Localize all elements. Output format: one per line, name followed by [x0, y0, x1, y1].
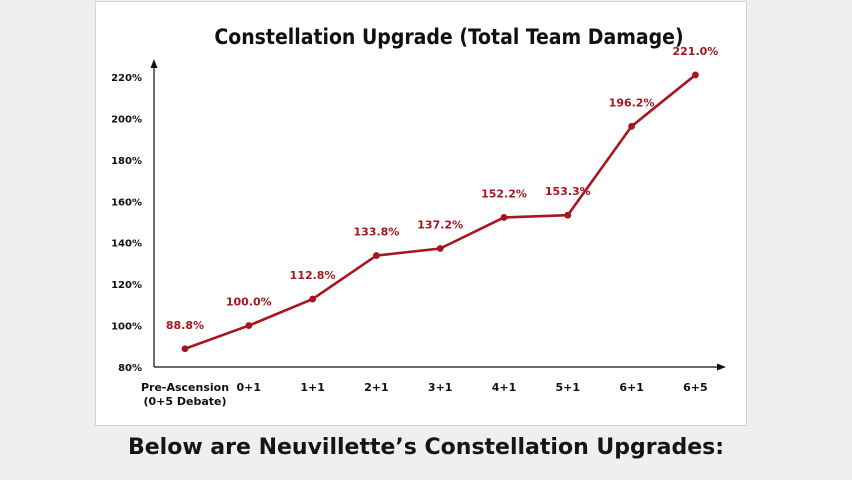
data-label: 133.8%: [353, 226, 399, 239]
x-tick-label: 4+1: [492, 381, 517, 394]
x-tick-label: (0+5 Debate): [143, 395, 226, 408]
data-label: 112.8%: [290, 269, 336, 282]
y-tick-label: 220%: [111, 73, 142, 84]
x-tick-label: 6+5: [683, 381, 708, 394]
data-label: 137.2%: [417, 219, 463, 232]
data-point: [564, 211, 572, 219]
y-tick-label: 120%: [111, 280, 142, 291]
x-tick-label: Pre-Ascension: [141, 381, 229, 394]
data-point: [692, 71, 699, 79]
data-point: [628, 122, 635, 130]
data-label: 100.0%: [226, 296, 272, 309]
x-tick-label: 6+1: [619, 381, 644, 394]
data-label: 221.0%: [672, 45, 718, 58]
watermark: [706, 22, 832, 40]
data-label: 152.2%: [481, 187, 527, 200]
y-tick-label: 180%: [111, 156, 142, 167]
data-label: 153.3%: [545, 185, 591, 198]
caption: Below are Neuvillette’s Constellation Up…: [127, 435, 725, 460]
y-tick-label: 100%: [111, 322, 142, 333]
chart-card: Constellation Upgrade (Total Team Damage…: [95, 1, 747, 426]
data-point: [500, 214, 508, 221]
y-axis-arrow: [150, 59, 158, 68]
data-point: [373, 252, 380, 259]
data-point: [245, 322, 253, 329]
line-chart: Constellation Upgrade (Total Team Damage…: [111, 25, 726, 408]
data-point: [436, 245, 444, 252]
x-tick-label: 0+1: [237, 381, 262, 394]
data-point: [309, 295, 316, 303]
chart-title: Constellation Upgrade (Total Team Damage…: [214, 25, 683, 49]
data-label: 88.8%: [166, 319, 204, 332]
x-tick-label: 2+1: [364, 381, 389, 394]
x-axis-arrow: [717, 363, 726, 371]
data-point: [181, 345, 189, 353]
y-tick-label: 200%: [111, 114, 142, 125]
data-label: 196.2%: [609, 96, 655, 109]
x-tick-label: 1+1: [300, 381, 325, 394]
x-tick-label: 5+1: [556, 381, 581, 394]
y-tick-label: 80%: [118, 363, 142, 374]
y-tick-label: 140%: [111, 239, 142, 250]
y-tick-label: 160%: [111, 197, 142, 208]
x-tick-label: 3+1: [428, 381, 453, 394]
